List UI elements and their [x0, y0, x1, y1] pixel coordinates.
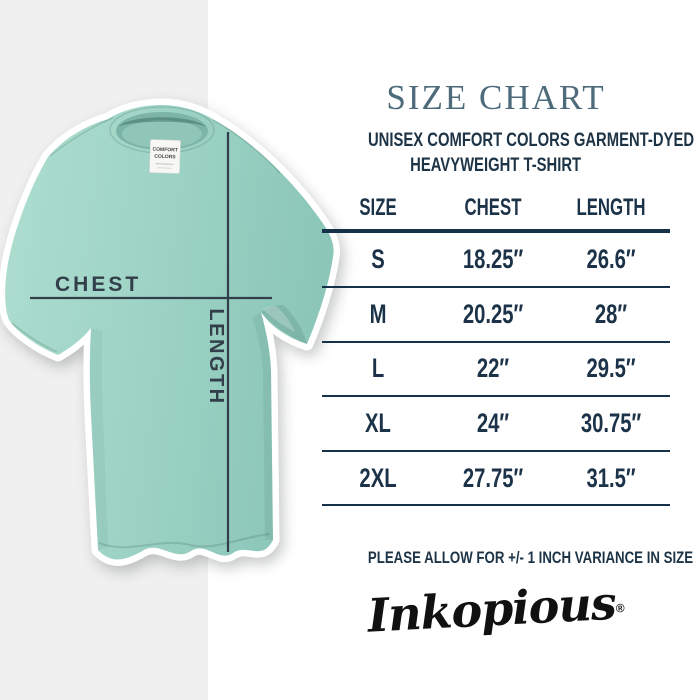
size-cell: S	[371, 244, 385, 275]
size-table-header: SIZE CHEST LENGTH	[322, 187, 670, 234]
table-row: L 22″ 29.5″	[322, 343, 670, 398]
length-cell: 31.5″	[586, 462, 636, 493]
collar-shadow	[118, 117, 206, 127]
tshirt-body	[0, 98, 341, 566]
table-row: S 18.25″ 26.6″	[322, 233, 670, 288]
length-cell: 29.5″	[586, 353, 636, 384]
size-chart-title: SIZE CHART	[386, 78, 606, 117]
right-shoulder-seam	[212, 119, 281, 174]
size-cell: M	[369, 298, 387, 329]
brand-logo: Inkopious®	[321, 573, 671, 645]
chest-cell: 20.25″	[462, 298, 524, 329]
registered-mark: ®	[615, 601, 626, 616]
table-row: M 20.25″ 28″	[322, 288, 670, 343]
length-cell: 30.75″	[580, 407, 642, 438]
length-cell: 28″	[594, 298, 628, 329]
length-cell: 26.6″	[586, 244, 636, 275]
neck-tag-line1: COMFORT	[152, 147, 177, 154]
chest-cell: 27.75″	[462, 462, 524, 493]
tshirt-graphic: COMFORT COLORS CHEST LENGTH	[0, 98, 341, 566]
size-table-body: S 18.25″ 26.6″ M 20.25″ 28″ L 22″ 29.5″ XL 24″ 30.7…	[322, 233, 670, 507]
neck-tag-line2: COLORS	[154, 154, 176, 161]
variance-note: PLEASE ALLOW FOR +/- 1 INCH VARIANCE IN …	[367, 548, 694, 568]
size-table: SIZE CHEST LENGTH S 18.25″ 26.6″ M 20.25″ 28″…	[322, 187, 670, 507]
collar-opening-inner	[122, 120, 202, 148]
neck-tag: COMFORT COLORS	[149, 139, 181, 174]
hem-stitch	[98, 533, 271, 549]
shading-right-seam	[252, 312, 273, 540]
subtitle-line1: UNISEX COMFORT COLORS GARMENT-DYED	[367, 130, 695, 152]
variance-note-wrap: PLEASE ALLOW FOR +/- 1 INCH VARIANCE IN …	[322, 548, 693, 568]
left-cuff-stitch	[11, 322, 58, 353]
size-cell: L	[371, 353, 385, 384]
table-row: 2XL 27.75″ 31.5″	[322, 452, 670, 507]
column-header-chest: CHEST	[464, 194, 522, 222]
length-label: LENGTH	[205, 308, 227, 405]
column-header-size: SIZE	[359, 194, 397, 222]
right-cuff-highlight	[263, 306, 295, 332]
table-row: XL 24″ 30.75″	[322, 397, 670, 452]
right-cuff-roll	[261, 305, 307, 344]
chest-cell: 24″	[476, 407, 510, 438]
chest-cell: 22″	[476, 353, 510, 384]
subtitle-line2: HEAVYWEIGHT T-SHIRT	[410, 155, 582, 177]
shading-left-side	[89, 328, 108, 550]
size-chart-panel: SIZE CHART UNISEX COMFORT COLORS GARMENT…	[322, 0, 694, 643]
left-shoulder-seam	[49, 117, 114, 157]
size-cell: 2XL	[359, 462, 397, 493]
chest-label: CHEST	[55, 273, 141, 296]
column-header-length: LENGTH	[576, 194, 646, 222]
brand-name: Inkopious	[366, 576, 617, 644]
size-cell: XL	[365, 407, 391, 438]
size-chart-subtitle: UNISEX COMFORT COLORS GARMENT-DYED HEAVY…	[322, 128, 694, 178]
chest-cell: 18.25″	[462, 244, 524, 275]
